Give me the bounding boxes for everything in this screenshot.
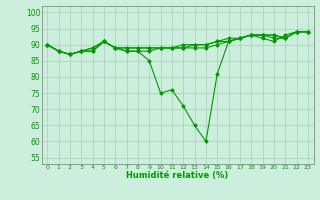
X-axis label: Humidité relative (%): Humidité relative (%) bbox=[126, 171, 229, 180]
